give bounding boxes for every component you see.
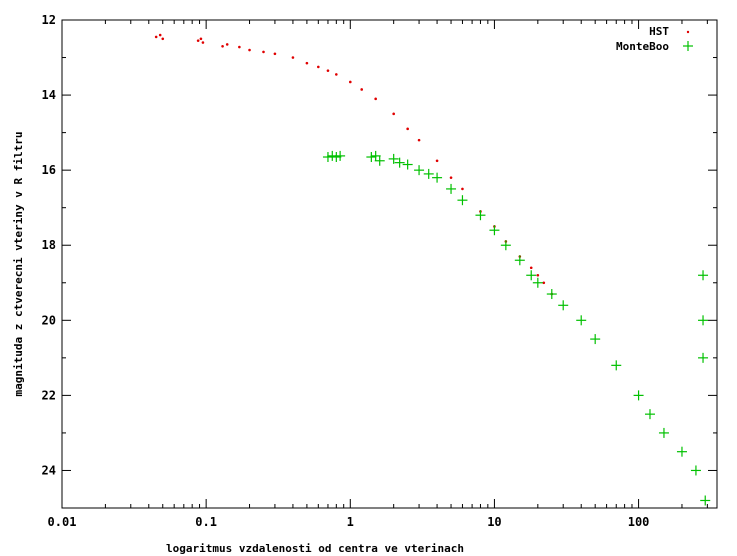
legend: HST MonteBoo (616, 25, 693, 53)
monteboo-point (576, 315, 587, 326)
monteboo-point (414, 165, 425, 176)
hst-point (225, 43, 229, 46)
monteboo-point (676, 446, 687, 457)
hst-point (542, 281, 546, 285)
monteboo-point (394, 157, 405, 168)
x-tick-label: 10 (487, 515, 501, 529)
monteboo-point (500, 240, 511, 251)
y-tick-label: 14 (42, 88, 56, 102)
y-axis: 12 14 16 18 20 22 24 (42, 13, 717, 509)
hst-point (262, 50, 265, 54)
hst-point (238, 45, 241, 49)
hst-point (326, 69, 330, 72)
monteboo-point (558, 300, 569, 311)
hst-point (335, 73, 338, 76)
monteboo-point (700, 495, 711, 506)
hst-point (201, 41, 205, 44)
monteboo-point (526, 270, 537, 281)
y-tick-label: 18 (42, 238, 56, 252)
x-axis-title: logaritmus vzdalenosti od centra ve vter… (166, 542, 464, 555)
monteboo-point (611, 360, 622, 371)
monteboo-point (457, 195, 468, 206)
monteboo-point (475, 210, 486, 221)
legend-marker-hst (686, 30, 690, 34)
hst-point (406, 127, 409, 131)
hst-point (374, 97, 377, 101)
hst-point (273, 52, 277, 56)
y-tick-label: 16 (42, 163, 56, 177)
hst-point (417, 138, 421, 142)
hst-point (360, 88, 364, 91)
legend-marker-monteboo (683, 41, 693, 51)
legend-label-hst: HST (649, 25, 669, 38)
x-tick-label: 100 (628, 515, 650, 529)
monteboo-point (644, 409, 655, 420)
x-tick-label: 0.01 (48, 515, 77, 529)
y-tick-label: 22 (42, 388, 56, 402)
hst-point (154, 35, 158, 39)
monteboo-point (489, 225, 500, 236)
monteboo-point (698, 270, 709, 281)
monteboo-point (546, 289, 557, 300)
monteboo-point (388, 153, 399, 164)
hst-point (221, 44, 224, 48)
x-axis: 0.01 0.1 1 10 100 (48, 20, 708, 529)
monteboo-point (370, 150, 381, 161)
monteboo-point (514, 255, 525, 266)
monteboo-point (690, 465, 701, 476)
hst-point (305, 61, 309, 65)
hst-point (317, 65, 320, 69)
hst-point (158, 33, 162, 37)
monteboo-point (532, 277, 543, 288)
hst-point (461, 187, 464, 191)
monteboo-point (322, 152, 333, 163)
hst-point (348, 80, 352, 84)
hst-point (196, 39, 200, 42)
x-tick-label: 1 (347, 515, 354, 529)
monteboo-point (374, 155, 385, 166)
y-tick-label: 12 (42, 13, 56, 27)
hst-point (435, 159, 439, 163)
legend-label-monteboo: MonteBoo (616, 40, 669, 53)
monteboo-point (633, 390, 644, 401)
monteboo-series (322, 150, 711, 506)
y-axis-title: magnituda z ctverecni vteriny v R filtru (12, 132, 25, 397)
hst-point (248, 48, 251, 52)
monteboo-point (432, 172, 443, 183)
hst-point (529, 266, 533, 270)
monteboo-point (402, 159, 413, 170)
monteboo-point (590, 334, 601, 345)
monteboo-point (423, 168, 434, 179)
hst-point (161, 37, 165, 41)
hst-point (536, 273, 540, 277)
hst-point (392, 112, 395, 116)
hst-point (291, 56, 295, 59)
monteboo-point (366, 152, 377, 163)
plot-frame (61, 19, 718, 509)
monteboo-point (658, 427, 669, 438)
monteboo-point (698, 352, 709, 363)
x-tick-label: 0.1 (195, 515, 217, 529)
monteboo-point (446, 183, 457, 194)
monteboo-point (335, 150, 346, 161)
y-tick-label: 20 (42, 313, 56, 327)
monteboo-point (698, 315, 709, 326)
y-tick-label: 24 (42, 463, 56, 477)
hst-point (449, 176, 453, 179)
hst-point (199, 37, 203, 41)
